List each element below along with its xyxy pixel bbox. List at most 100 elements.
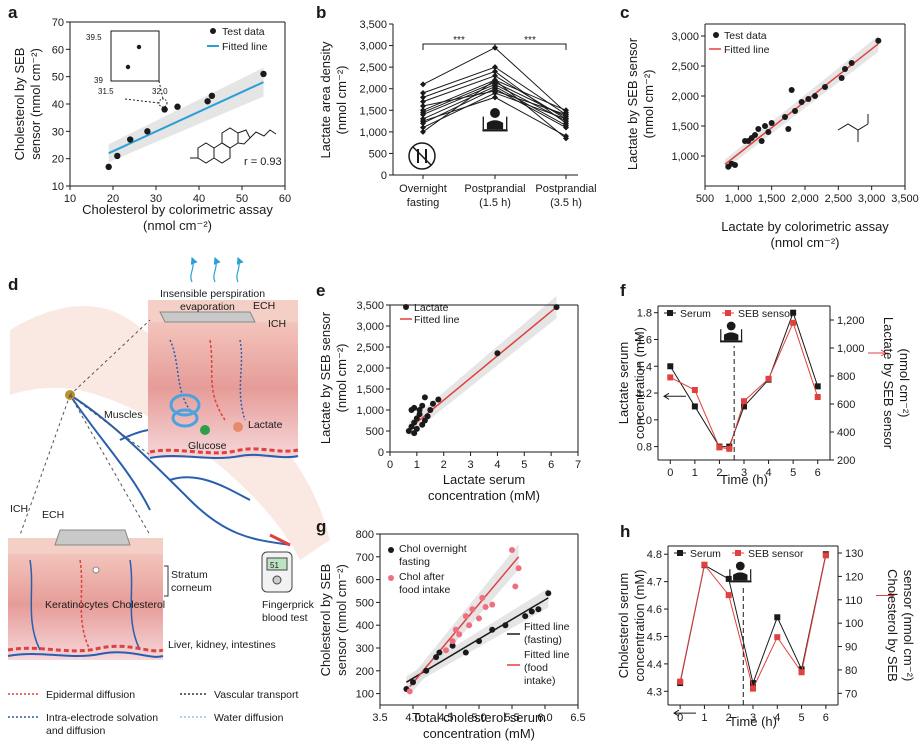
y-tick-label-f: 1.8 — [637, 308, 652, 320]
legend-label-e: Fitted line — [414, 314, 460, 326]
legend-label-c: Fitted line — [724, 44, 770, 56]
y-tick-label-b: 3,000 — [359, 41, 387, 53]
data-point-b — [563, 124, 569, 131]
ring — [197, 142, 215, 164]
y-tick-label-a: 30 — [52, 126, 64, 138]
x-tick-label-c: 1,500 — [758, 193, 786, 205]
legend-label-h: SEB sensor — [748, 548, 804, 560]
inset-leader-a — [124, 98, 160, 104]
y-label-g: Cholesterol by SEB — [318, 564, 333, 677]
category-sublabel-b: (1.5 h) — [479, 197, 511, 209]
y2-tick-label-h: 90 — [845, 642, 857, 654]
serum-point-f — [667, 363, 674, 370]
data-point-food — [462, 613, 469, 620]
data-point-a — [260, 70, 267, 78]
y-tick-label-b: 1,000 — [359, 127, 387, 139]
data-point-a — [161, 106, 168, 113]
x-tick-label-c: 500 — [696, 193, 714, 205]
serum-point-h — [750, 680, 756, 687]
data-point-c — [752, 132, 758, 138]
data-point-a — [174, 103, 181, 110]
y-tick-label-a: 10 — [52, 181, 64, 193]
x-tick-label-f: 2 — [716, 467, 722, 479]
y-tick-label-c: 3,000 — [671, 31, 699, 43]
x-tick-label-a: 40 — [193, 193, 205, 205]
data-point-fasting — [449, 642, 456, 649]
data-point-food — [476, 615, 482, 622]
y-tick-label-h: 4.6 — [647, 604, 662, 616]
legend-label-h: Serum — [690, 548, 721, 560]
x-tick-label-a: 30 — [150, 193, 162, 205]
data-point-food — [449, 638, 456, 645]
panel-letter-g: g — [316, 517, 326, 536]
x-tick-label-g: 5.5 — [504, 712, 519, 724]
sensor-point-h — [677, 678, 684, 685]
chart-b: b 0 500 1,000 1,500 2,000 2,500 3,000 3,500 Overn… — [316, 3, 597, 209]
evaporation-arrows — [190, 256, 244, 283]
data-point-c — [792, 108, 798, 114]
data-point-fasting — [489, 626, 496, 633]
y-tick-label-e: 2,000 — [356, 363, 384, 375]
y-tick-label-e: 1,000 — [356, 405, 384, 417]
data-point-b — [420, 94, 426, 101]
data-point-e — [416, 407, 423, 413]
sensor-point-f — [814, 394, 821, 400]
y2-label-h: Cholesterol by SEB — [885, 569, 900, 682]
legend-label-g: Fitted line — [524, 649, 570, 661]
data-point-food — [452, 626, 459, 633]
data-point-c — [812, 93, 818, 99]
data-point-c — [842, 66, 848, 72]
sensor-point-f — [726, 445, 733, 452]
zoom-line-bottom — [19, 394, 71, 536]
x-tick-label-f: 5 — [790, 467, 796, 479]
label-corneum: corneum — [171, 582, 212, 594]
x-tick-label-f: 6 — [815, 467, 821, 479]
sig-label-b: *** — [524, 35, 536, 46]
chart-e: e 0 1 2 3 4 5 6 7 0 500 1,000 1,500 2,000 2,500 3,000 3,… — [316, 281, 581, 503]
y-tick-label-c: 1,500 — [671, 121, 699, 133]
x-tick-label-a: 50 — [236, 193, 248, 205]
right-axis-arrow-f — [868, 349, 887, 357]
y-tick-label-c: 2,500 — [671, 61, 699, 73]
y-tick-label-c: 2,000 — [671, 91, 699, 103]
data-point-c — [785, 126, 792, 132]
panel-letter-d: d — [8, 275, 18, 294]
chart-f: f 0 1 2 3 4 5 6 0.8 1.0 1.2 1.4 1.6 1.8 200 400 600 800 1,… — [616, 281, 912, 487]
x-tick-label-e: 6 — [548, 459, 554, 471]
sensor-line-f — [670, 321, 819, 450]
x-tick-label-h: 5 — [799, 712, 805, 724]
x-tick-label-f: 1 — [692, 467, 698, 479]
y2-tick-label-f: 200 — [837, 455, 855, 467]
data-point-food — [482, 603, 489, 610]
y2-unit-f: (nmol cm⁻²) — [897, 349, 912, 418]
sig-bracket-b — [494, 43, 567, 50]
x-label-g: Total cholesterol serum — [412, 710, 546, 725]
data-point-b — [492, 64, 498, 71]
inset-xright-a: 32.0 — [152, 87, 168, 96]
r-label-a: r = 0.93 — [244, 156, 282, 168]
x-tick-label-c: 3,000 — [858, 193, 886, 205]
y-tick-label-a: 50 — [52, 72, 64, 84]
legend-label-g: intake) — [524, 675, 556, 687]
y-tick-label-b: 3,500 — [359, 19, 387, 31]
x-unit-c: (nmol cm⁻²) — [771, 235, 840, 250]
data-point-b — [563, 111, 569, 118]
x-tick-label-h: 1 — [701, 712, 707, 724]
data-point-a — [114, 152, 121, 160]
legend-label-f: SEB sensor — [738, 308, 794, 320]
sensor-point-h — [750, 685, 756, 692]
x-label-e: Lactate serum — [443, 472, 525, 487]
y-label-e: Lactate by SEB sensor — [318, 311, 333, 444]
label-stratum: Stratum — [171, 569, 208, 581]
confidence-band-a — [108, 67, 264, 163]
x-tick-label-g: 6.5 — [570, 712, 585, 724]
legend-label-g: Chol after — [399, 571, 445, 583]
zoom-line-bottom2 — [69, 394, 151, 536]
data-point-c — [762, 123, 768, 129]
panel-letter-h: h — [620, 522, 630, 541]
data-point-e — [421, 417, 428, 424]
data-point-b — [420, 111, 426, 118]
serum-point-f — [691, 403, 698, 410]
x-tick-label-c: 3,500 — [891, 193, 919, 205]
